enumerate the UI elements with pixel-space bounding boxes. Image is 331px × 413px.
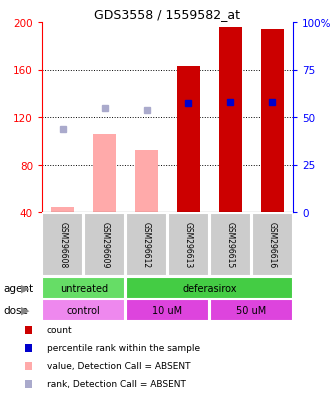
Bar (42, 300, 125, 321)
Bar (168, 213, 209, 277)
Text: rank, Detection Call = ABSENT: rank, Detection Call = ABSENT (47, 380, 186, 389)
Bar (260, 30, 284, 212)
Bar (126, 278, 293, 299)
Bar (210, 300, 293, 321)
Bar (177, 67, 200, 212)
Text: 50 uM: 50 uM (236, 305, 266, 315)
Bar (93, 134, 116, 212)
Text: control: control (67, 305, 101, 315)
Bar (51, 208, 74, 212)
Text: count: count (47, 326, 72, 335)
Text: GSM296613: GSM296613 (184, 222, 193, 268)
Bar (210, 213, 251, 277)
Text: GSM296616: GSM296616 (267, 222, 277, 268)
Bar (135, 151, 158, 212)
Text: value, Detection Call = ABSENT: value, Detection Call = ABSENT (47, 362, 190, 370)
Text: 10 uM: 10 uM (153, 305, 183, 315)
Text: agent: agent (3, 283, 33, 293)
Bar (252, 213, 293, 277)
Text: GDS3558 / 1559582_at: GDS3558 / 1559582_at (94, 8, 241, 21)
Text: GSM296608: GSM296608 (58, 222, 68, 268)
Bar (42, 213, 83, 277)
Bar (126, 213, 167, 277)
Bar (126, 300, 209, 321)
Text: GSM296609: GSM296609 (100, 222, 109, 268)
Text: GSM296615: GSM296615 (226, 222, 235, 268)
Text: ▶: ▶ (21, 283, 30, 293)
Text: percentile rank within the sample: percentile rank within the sample (47, 344, 200, 353)
Text: ▶: ▶ (21, 305, 30, 315)
Text: dose: dose (3, 305, 28, 315)
Bar (219, 28, 242, 212)
Text: GSM296612: GSM296612 (142, 222, 151, 268)
Bar (42, 278, 125, 299)
Text: deferasirox: deferasirox (182, 283, 237, 293)
Text: untreated: untreated (60, 283, 108, 293)
Bar (84, 213, 125, 277)
